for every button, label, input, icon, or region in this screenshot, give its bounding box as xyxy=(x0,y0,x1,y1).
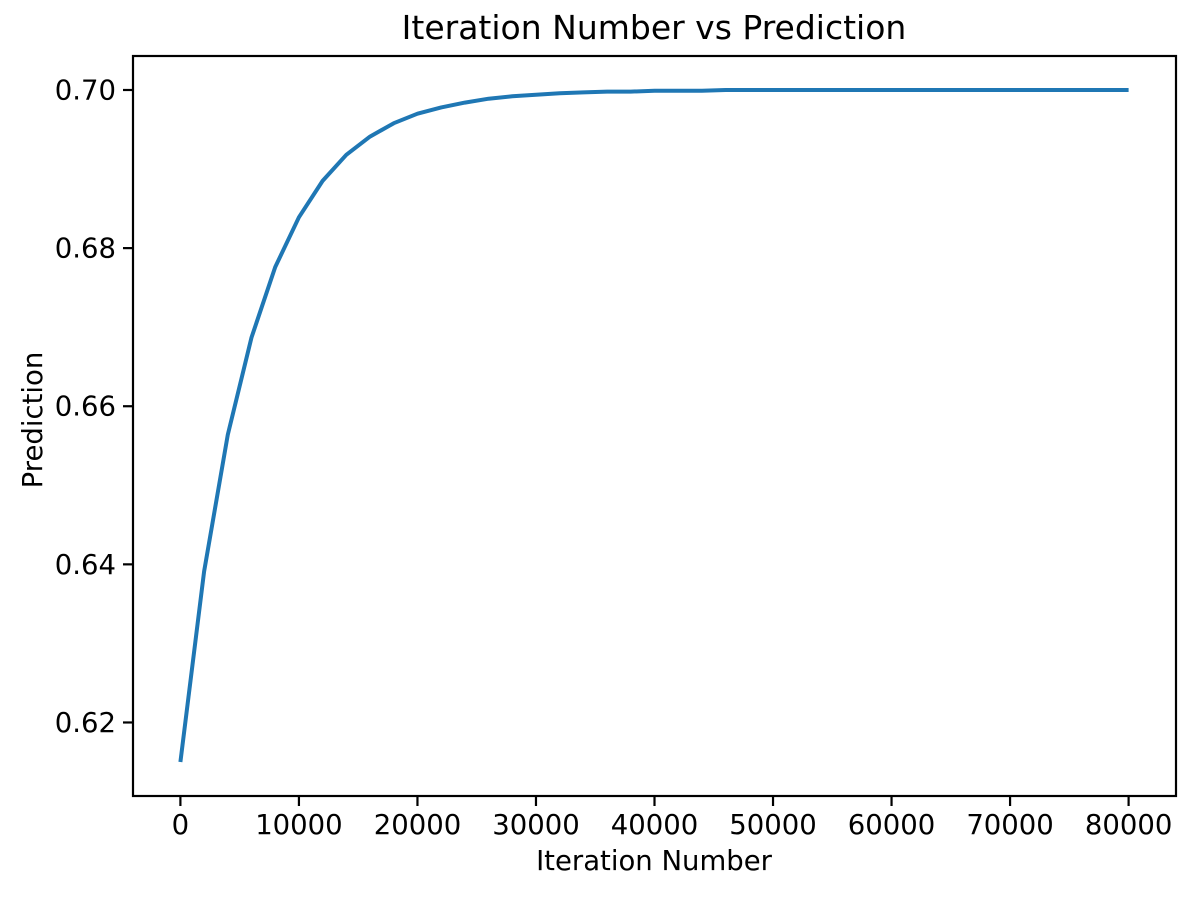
axes-spines xyxy=(131,54,1178,798)
y-tick-label: 0.62 xyxy=(55,707,116,739)
x-tick-label: 70000 xyxy=(966,809,1053,841)
y-axis-label: Prediction xyxy=(16,351,49,489)
y-tick-label: 0.66 xyxy=(55,391,116,423)
x-tick-label: 60000 xyxy=(848,809,935,841)
y-tick-label: 0.68 xyxy=(55,233,116,265)
x-tick-label: 30000 xyxy=(492,809,579,841)
x-axis-label: Iteration Number xyxy=(536,845,772,877)
x-tick-label: 10000 xyxy=(255,809,342,841)
y-tick-label: 0.70 xyxy=(55,74,116,106)
prediction-line xyxy=(178,88,1129,763)
x-tick-label: 20000 xyxy=(374,809,461,841)
chart-title: Iteration Number vs Prediction xyxy=(401,8,907,47)
x-tick-label: 50000 xyxy=(729,809,816,841)
x-tick-label: 80000 xyxy=(1085,809,1172,841)
x-tick-label: 40000 xyxy=(611,809,698,841)
y-tick-label: 0.64 xyxy=(55,549,116,581)
x-tick-label: 0 xyxy=(172,809,190,841)
